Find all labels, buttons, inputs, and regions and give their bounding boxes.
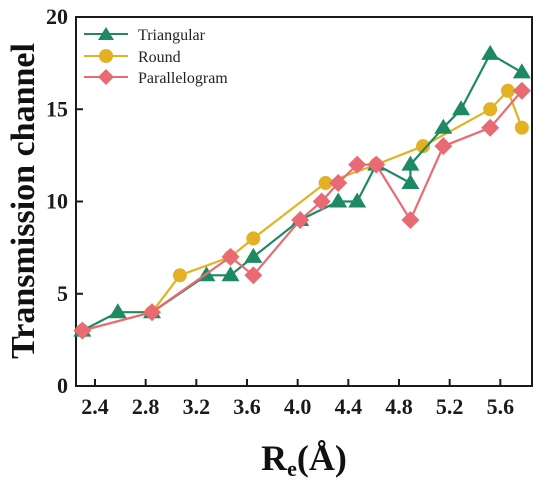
legend-item-round: Round xyxy=(84,49,181,66)
data-point-triangular xyxy=(329,192,348,208)
data-point-triangular xyxy=(512,63,531,79)
series-line-round xyxy=(82,89,523,332)
y-tick-label: 5 xyxy=(57,281,68,306)
data-point-parallelogram xyxy=(143,303,161,322)
data-point-parallelogram xyxy=(244,266,263,285)
legend-triangle-icon xyxy=(98,27,114,40)
data-point-triangular xyxy=(244,247,263,263)
x-tick-label: 3.2 xyxy=(183,394,211,419)
data-point-triangular xyxy=(434,118,453,134)
data-point-triangular xyxy=(348,192,367,208)
data-point-round xyxy=(172,268,187,283)
x-tick-label: 4.0 xyxy=(284,394,312,419)
legend-label-parallelogram: Parallelogram xyxy=(138,70,228,87)
data-point-triangular xyxy=(401,155,420,171)
data-point-round xyxy=(318,176,333,191)
data-point-round xyxy=(246,231,261,246)
x-tick-label: 5.2 xyxy=(436,394,464,419)
x-tick-label: 5.6 xyxy=(487,394,515,419)
data-point-triangular xyxy=(401,174,420,190)
data-point-triangular xyxy=(452,100,471,116)
x-axis: 2.4 2.8 3.2 3.6 4.0 4.4 4.8 5.2 5.6 xyxy=(81,379,514,419)
x-tick-label: 2.4 xyxy=(81,394,109,419)
series-round xyxy=(75,83,529,338)
series-parallelogram xyxy=(73,81,531,340)
y-axis: 0 5 10 15 20 xyxy=(46,4,83,398)
legend-label-round: Round xyxy=(138,49,181,66)
legend-circle-icon xyxy=(99,49,113,63)
data-point-parallelogram xyxy=(73,321,92,340)
data-point-round xyxy=(500,83,515,98)
y-tick-label: 15 xyxy=(46,96,68,121)
x-tick-label: 4.8 xyxy=(385,394,413,419)
legend-item-parallelogram: Parallelogram xyxy=(84,69,228,87)
data-point-triangular xyxy=(481,44,500,60)
y-tick-label: 10 xyxy=(46,189,68,214)
data-point-parallelogram xyxy=(291,210,310,229)
data-point-parallelogram xyxy=(312,192,331,211)
x-axis-label-subscript: e xyxy=(287,456,297,481)
data-point-parallelogram xyxy=(348,155,367,174)
legend-diamond-icon xyxy=(98,69,114,85)
legend-label-triangular: Triangular xyxy=(138,27,206,44)
data-point-round xyxy=(483,102,498,117)
data-point-round xyxy=(416,139,431,154)
data-point-triangular xyxy=(221,266,240,282)
x-axis-label-unit: (Å) xyxy=(297,438,347,478)
series-triangular xyxy=(73,44,531,337)
series-line-triangular xyxy=(81,52,523,332)
data-point-parallelogram xyxy=(221,247,240,266)
legend-item-triangular: Triangular xyxy=(84,27,206,44)
x-axis-label: Re(Å) xyxy=(261,438,347,481)
y-axis-label: Transmission channel xyxy=(5,43,42,359)
data-point-parallelogram xyxy=(401,210,420,229)
data-point-parallelogram xyxy=(329,174,348,193)
data-point-round xyxy=(514,120,529,135)
y-tick-label: 0 xyxy=(57,373,68,398)
data-point-parallelogram xyxy=(481,118,500,137)
x-tick-label: 3.6 xyxy=(233,394,261,419)
series-layer xyxy=(73,44,531,340)
series-line-parallelogram xyxy=(82,90,523,332)
legend: Triangular Round Parallelogram xyxy=(84,27,228,87)
x-axis-label-main: R xyxy=(261,438,288,478)
data-point-triangular xyxy=(108,303,127,319)
data-point-parallelogram xyxy=(434,137,453,156)
x-tick-label: 4.4 xyxy=(335,394,363,419)
data-point-parallelogram xyxy=(512,81,531,100)
y-tick-label: 20 xyxy=(46,4,68,29)
data-point-parallelogram xyxy=(367,155,386,174)
x-tick-label: 2.8 xyxy=(132,394,160,419)
